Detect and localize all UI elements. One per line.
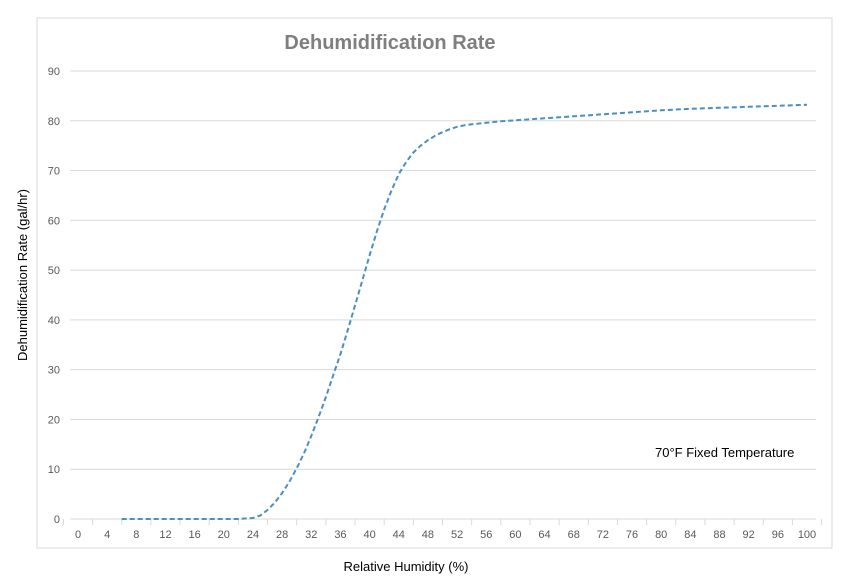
y-tick-label: 80 — [48, 116, 60, 128]
x-tick-label: 8 — [133, 529, 139, 541]
y-tick-labels: 0 10 20 30 40 50 60 70 80 90 — [48, 66, 60, 526]
x-tick-label: 0 — [75, 529, 81, 541]
x-tick-label: 28 — [276, 529, 288, 541]
x-tick-label: 64 — [538, 529, 550, 541]
x-tick-label: 72 — [597, 529, 609, 541]
y-tick-label: 20 — [48, 414, 60, 426]
x-tick-label: 84 — [684, 529, 696, 541]
y-tick-label: 30 — [48, 365, 60, 377]
x-tick-label: 20 — [218, 529, 230, 541]
chart-title: Dehumidification Rate — [284, 32, 495, 54]
y-tick-label: 90 — [48, 66, 60, 78]
x-tick-label: 88 — [713, 529, 725, 541]
x-tick-label: 48 — [422, 529, 434, 541]
x-axis-title: Relative Humidity (%) — [344, 559, 469, 574]
x-tick-label: 68 — [568, 529, 580, 541]
chart-area-border — [36, 17, 833, 549]
y-tick-label: 40 — [48, 315, 60, 327]
series-line — [121, 103, 808, 520]
x-tick-label: 100 — [798, 529, 816, 541]
x-tick-label: 40 — [363, 529, 375, 541]
x-tick-label: 4 — [104, 529, 110, 541]
temperature-annotation: 70°F Fixed Temperature — [655, 445, 794, 460]
y-tick-label: 70 — [48, 166, 60, 178]
x-tick-label: 60 — [509, 529, 521, 541]
y-tick-label: 0 — [54, 514, 60, 526]
x-tick-label: 96 — [772, 529, 784, 541]
y-tick-label: 10 — [48, 464, 60, 476]
x-tick-label: 24 — [247, 529, 259, 541]
x-tick-label: 92 — [743, 529, 755, 541]
x-tick-label: 32 — [305, 529, 317, 541]
x-tick-labels: 0 4 8 12 16 20 24 28 32 36 40 44 48 52 56 60 64 68 72 76 80 8… — [75, 529, 816, 541]
y-tick-label: 50 — [48, 265, 60, 277]
series-group — [121, 103, 808, 520]
x-tick-label: 36 — [334, 529, 346, 541]
x-tick-label: 80 — [655, 529, 667, 541]
x-tick-label: 52 — [451, 529, 463, 541]
x-tick-label: 16 — [189, 529, 201, 541]
y-axis-title: Dehumidification Rate (gal/hr) — [15, 189, 30, 361]
x-tick-label: 76 — [626, 529, 638, 541]
x-tick-label: 56 — [480, 529, 492, 541]
x-tick-label: 12 — [159, 529, 171, 541]
y-tick-label: 60 — [48, 215, 60, 227]
gridlines — [70, 70, 816, 470]
x-tick-label: 44 — [393, 529, 405, 541]
